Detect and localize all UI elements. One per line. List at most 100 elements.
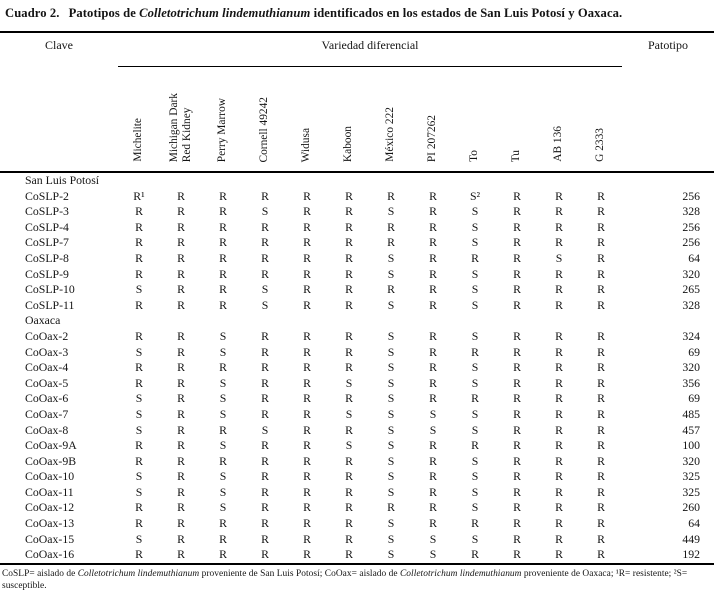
reaction-cell: R (219, 219, 227, 234)
reaction-cell: R (303, 391, 311, 406)
variety-header-label: Kaboon (342, 125, 355, 162)
reaction-cell: R (135, 547, 143, 562)
reaction-cell: R (303, 328, 311, 343)
footnote-species-name-2: Colletotrichum lindemuthianum (400, 568, 522, 579)
clave-cell: CoOax-15 (25, 531, 75, 546)
reaction-cell: R (387, 235, 395, 250)
reaction-cell: S (387, 204, 395, 219)
reaction-cell: R (303, 360, 311, 375)
reaction-cell: R (261, 453, 269, 468)
patotipo-value: 256 (682, 188, 701, 203)
reaction-cell: S (219, 344, 227, 359)
reaction-cell: R (303, 375, 311, 390)
table-row: CoOax-11 S R S R R R S R S R R R 325 (0, 485, 714, 501)
reaction-cell: R (429, 391, 437, 406)
reaction-cell: R (387, 282, 395, 297)
reaction-cell: R (555, 344, 563, 359)
variety-header-row: Michelite Michigan Dark Red Kidney Perry M… (0, 66, 714, 173)
reaction-cell: R (177, 422, 185, 437)
reaction-cell: R (597, 547, 605, 562)
reaction-cell: R (345, 219, 353, 234)
reaction-cell: R (345, 328, 353, 343)
reaction-cell: R (513, 484, 521, 499)
reaction-cell: R (303, 250, 311, 265)
reaction-cell: R (261, 469, 269, 484)
reaction-cell: R (135, 204, 143, 219)
reaction-cell: S (219, 500, 227, 515)
patotipo-value: 449 (682, 531, 701, 546)
reaction-cell: R (177, 375, 185, 390)
reaction-cell: R (471, 391, 479, 406)
reaction-cell: S (135, 344, 143, 359)
table-footnote: CoSLP= aislado de Colletotrichum lindemu… (0, 565, 714, 593)
patotipo-value: 325 (682, 484, 701, 499)
reaction-cell: R (429, 438, 437, 453)
reaction-cell: S (345, 406, 353, 421)
reaction-cell: R (219, 235, 227, 250)
reaction-cell: R (471, 344, 479, 359)
variety-header-label: Widusa (300, 127, 313, 162)
table-row: CoOax-4 R R R R R R S R S R R R 320 (0, 360, 714, 376)
reaction-cell: R (135, 219, 143, 234)
variety-header-label: Michigan Dark Red Kidney (167, 92, 193, 162)
reaction-cell: R (597, 500, 605, 515)
reaction-cell: S (219, 391, 227, 406)
reaction-cell: R (555, 422, 563, 437)
reaction-cell: R (345, 484, 353, 499)
clave-cell: CoOax-13 (25, 516, 75, 531)
table-row: CoOax-8 S R R S R R S S S R R R 457 (0, 423, 714, 439)
reaction-cell: R (177, 500, 185, 515)
reaction-cell: R (597, 282, 605, 297)
patotipo-value: 260 (682, 500, 701, 515)
reaction-cell: R (429, 344, 437, 359)
patotipo-column-header: Patotipo (648, 38, 689, 52)
reaction-cell: R (135, 375, 143, 390)
reaction-cell: R (429, 282, 437, 297)
reaction-cell: R (345, 250, 353, 265)
reaction-cell: R (597, 516, 605, 531)
reaction-cell: R (219, 360, 227, 375)
reaction-cell: S (471, 235, 479, 250)
reaction-cell: R (513, 500, 521, 515)
reaction-cell: S² (469, 188, 481, 203)
reaction-cell: R (345, 266, 353, 281)
reaction-cell: R (261, 250, 269, 265)
section-label: San Luis Potosí (25, 173, 100, 187)
reaction-cell: R (429, 453, 437, 468)
table-row: CoSLP-2 R¹ R R R R R R R S² R R R 256 (0, 189, 714, 205)
table-row: CoOax-9A R R S R R S S R R R R R 100 (0, 438, 714, 454)
reaction-cell: R (303, 204, 311, 219)
reaction-cell: R (135, 360, 143, 375)
reaction-cell: R (177, 406, 185, 421)
reaction-cell: S (261, 204, 269, 219)
variety-header-to: To (454, 66, 496, 173)
reaction-cell: R (597, 250, 605, 265)
variety-header-michelite: Michelite (118, 66, 160, 173)
reaction-cell: R (429, 484, 437, 499)
reaction-cell: S (471, 328, 479, 343)
reaction-cell: R (555, 391, 563, 406)
reaction-cell: R (429, 219, 437, 234)
clave-cell: CoOax-5 (25, 375, 69, 390)
reaction-cell: R (261, 500, 269, 515)
reaction-cell: R (345, 391, 353, 406)
reaction-cell: S (135, 469, 143, 484)
clave-cell: CoSLP-11 (25, 297, 75, 312)
reaction-cell: S (219, 438, 227, 453)
reaction-cell: R (597, 219, 605, 234)
caption-number: Cuadro 2. (5, 6, 60, 20)
reaction-cell: R (555, 500, 563, 515)
reaction-cell: R (513, 266, 521, 281)
reaction-cell: R (177, 484, 185, 499)
reaction-cell: R (219, 453, 227, 468)
reaction-cell: R (261, 219, 269, 234)
reaction-cell: R (303, 297, 311, 312)
variety-header-michigan-dark-red-kidney: Michigan Dark Red Kidney (160, 66, 202, 173)
variety-header-cornell-49242: Cornell 49242 (244, 66, 286, 173)
reaction-cell: S (387, 453, 395, 468)
caption-text-1: Patotipos de (68, 6, 140, 20)
reaction-cell: R (261, 516, 269, 531)
reaction-cell: R (387, 188, 395, 203)
patotipo-value: 64 (688, 516, 701, 531)
variety-header-mexico-222: México 222 (370, 66, 412, 173)
